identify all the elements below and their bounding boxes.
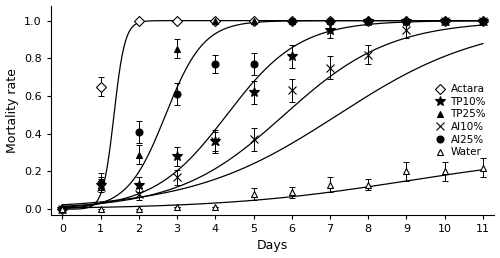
AI10%	[327, 66, 333, 69]
Line: Actara: Actara	[59, 17, 486, 213]
AI25%	[60, 208, 66, 211]
Water	[366, 183, 372, 186]
Water	[60, 208, 66, 211]
Line: AI25%: AI25%	[59, 17, 486, 213]
TP10%	[174, 155, 180, 158]
TP25%	[250, 19, 256, 22]
TP25%	[212, 19, 218, 22]
AI25%	[174, 93, 180, 96]
AI10%	[404, 29, 409, 32]
Actara	[60, 208, 66, 211]
Actara	[366, 19, 372, 22]
TP10%	[442, 19, 448, 22]
Actara	[250, 19, 256, 22]
Water	[98, 208, 103, 211]
AI25%	[212, 62, 218, 66]
TP25%	[174, 47, 180, 51]
TP25%	[60, 208, 66, 211]
AI10%	[136, 192, 142, 196]
Water	[442, 170, 448, 173]
Line: Water: Water	[59, 164, 486, 213]
TP25%	[442, 19, 448, 22]
Water	[136, 208, 142, 211]
Actara	[442, 19, 448, 22]
TP10%	[60, 208, 66, 211]
AI25%	[442, 19, 448, 22]
Water	[289, 191, 295, 194]
Actara	[174, 19, 180, 22]
TP25%	[366, 19, 372, 22]
AI10%	[442, 19, 448, 22]
TP10%	[289, 55, 295, 58]
TP10%	[480, 19, 486, 22]
AI25%	[480, 19, 486, 22]
X-axis label: Days: Days	[257, 239, 288, 252]
Line: TP10%: TP10%	[58, 16, 488, 214]
TP10%	[98, 183, 103, 186]
AI25%	[404, 19, 409, 22]
AI10%	[289, 89, 295, 92]
AI10%	[212, 140, 218, 143]
TP25%	[98, 179, 103, 182]
Water	[480, 166, 486, 169]
AI25%	[327, 19, 333, 22]
TP10%	[327, 29, 333, 32]
AI25%	[250, 62, 256, 66]
Line: AI10%: AI10%	[58, 17, 487, 213]
AI25%	[136, 130, 142, 133]
Water	[404, 170, 409, 173]
AI10%	[366, 53, 372, 56]
AI25%	[366, 19, 372, 22]
AI10%	[98, 185, 103, 188]
Actara	[327, 19, 333, 22]
AI25%	[98, 181, 103, 184]
TP25%	[327, 19, 333, 22]
TP10%	[404, 19, 409, 22]
Actara	[480, 19, 486, 22]
Water	[212, 206, 218, 209]
TP25%	[136, 153, 142, 156]
Actara	[289, 19, 295, 22]
TP25%	[404, 19, 409, 22]
Water	[327, 183, 333, 186]
TP10%	[250, 91, 256, 94]
TP25%	[289, 19, 295, 22]
Line: TP25%: TP25%	[59, 17, 486, 213]
TP10%	[366, 19, 372, 22]
AI10%	[480, 19, 486, 22]
Actara	[212, 19, 218, 22]
Water	[174, 206, 180, 209]
TP10%	[136, 183, 142, 186]
TP10%	[212, 140, 218, 143]
AI25%	[289, 19, 295, 22]
TP25%	[480, 19, 486, 22]
AI10%	[174, 176, 180, 179]
Actara	[136, 19, 142, 22]
Legend: Actara, TP10%, TP25%, AI10%, AI25%, Water: Actara, TP10%, TP25%, AI10%, AI25%, Wate…	[430, 81, 489, 160]
AI10%	[60, 208, 66, 211]
Actara	[404, 19, 409, 22]
Actara	[98, 85, 103, 88]
Water	[250, 192, 256, 196]
Y-axis label: Mortality rate: Mortality rate	[6, 68, 18, 153]
AI10%	[250, 138, 256, 141]
